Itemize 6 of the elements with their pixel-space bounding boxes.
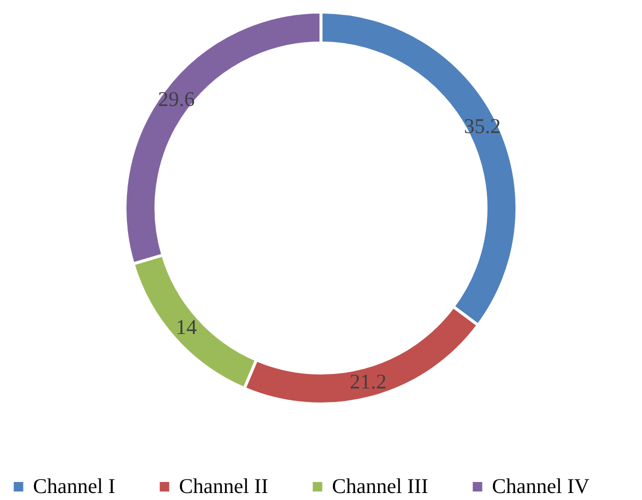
- legend-label: Channel IV: [492, 474, 590, 498]
- legend-label: Channel I: [33, 474, 116, 498]
- legend-label: Channel II: [179, 474, 268, 498]
- data-label: 14: [176, 315, 198, 340]
- legend-label: Channel III: [332, 474, 428, 498]
- data-label: 21.2: [350, 369, 386, 394]
